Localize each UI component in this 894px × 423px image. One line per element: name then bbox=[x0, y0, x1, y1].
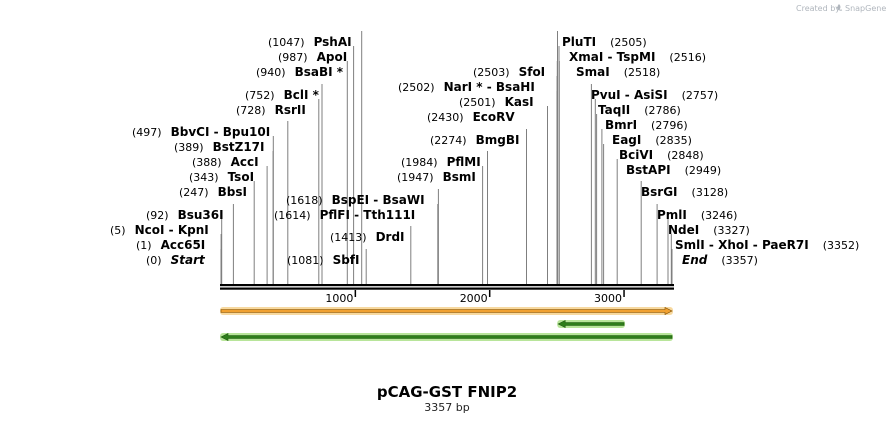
site-bmri[interactable]: BmrI (2796) bbox=[605, 118, 688, 132]
site-labels: (0) Start (1) Acc65I (5) NcoI - KpnI (92) Bs… bbox=[110, 35, 859, 267]
site-apoi[interactable]: (987) ApoI bbox=[278, 50, 347, 64]
site-lines bbox=[220, 31, 673, 284]
site-bbsi[interactable]: (247) BbsI bbox=[179, 185, 247, 199]
site-pmli[interactable]: PmlI (3246) bbox=[657, 208, 737, 222]
site-ecorv[interactable]: (2430) EcoRV bbox=[427, 110, 515, 124]
site-eagi[interactable]: EagI (2835) bbox=[612, 133, 692, 147]
site-smli-xhoi-paer7i[interactable]: SmlI - XhoI - PaeR7I (3352) bbox=[675, 238, 859, 252]
site-bsrgi[interactable]: BsrGI (3128) bbox=[641, 185, 728, 199]
ruler: 1000 2000 3000 bbox=[325, 290, 625, 305]
site-xmai-tspmi[interactable]: XmaI - TspMI (2516) bbox=[569, 50, 706, 64]
site-bmgbi[interactable]: (2274) BmgBI bbox=[430, 133, 519, 147]
snapgene-logo-icon bbox=[836, 4, 843, 11]
site-bcli[interactable]: (752) BclI * bbox=[245, 88, 320, 102]
site-bstapi[interactable]: BstAPI (2949) bbox=[626, 163, 721, 177]
backbone-bottom-line bbox=[220, 287, 674, 290]
site-acc65i[interactable]: (1) Acc65I bbox=[136, 238, 205, 252]
site-ndei[interactable]: NdeI (3327) bbox=[668, 223, 750, 237]
site-pflmi[interactable]: (1984) PflMI bbox=[401, 155, 481, 169]
site-bbvci-bpu10i[interactable]: (497) BbvCI - Bpu10I bbox=[132, 125, 270, 139]
site-end[interactable]: End (3357) bbox=[682, 253, 758, 267]
site-bsmi[interactable]: (1947) BsmI bbox=[397, 170, 476, 184]
map-title: pCAG-GST FNIP2 bbox=[377, 383, 517, 401]
map-length: 3357 bp bbox=[424, 401, 469, 414]
site-pshai[interactable]: (1047) PshAI bbox=[268, 35, 352, 49]
site-bsabi[interactable]: (940) BsaBI * bbox=[256, 65, 344, 79]
site-tsoi[interactable]: (343) TsoI bbox=[189, 170, 254, 184]
site-bcivi[interactable]: BciVI (2848) bbox=[619, 148, 704, 162]
site-acci[interactable]: (388) AccI bbox=[192, 155, 259, 169]
site-kasi[interactable]: (2501) KasI bbox=[459, 95, 534, 109]
created-by-text: Created by bbox=[796, 4, 840, 13]
site-taqii[interactable]: TaqII (2786) bbox=[598, 103, 681, 117]
feature-arrow[interactable] bbox=[220, 307, 673, 315]
site-smai[interactable]: SmaI (2518) bbox=[576, 65, 660, 79]
ruler-tick-label: 1000 bbox=[325, 292, 353, 305]
site-start[interactable]: (0) Start bbox=[146, 253, 206, 267]
site-sbfi[interactable]: (1081) SbfI bbox=[287, 253, 360, 267]
site-pvui-asisi[interactable]: PvuI - AsiSI (2757) bbox=[591, 88, 718, 102]
ruler-tick-label: 2000 bbox=[460, 292, 488, 305]
site-ncoi-kpni[interactable]: (5) NcoI - KpnI bbox=[110, 223, 209, 237]
site-bstz17i[interactable]: (389) BstZ17I bbox=[174, 140, 264, 154]
features bbox=[220, 307, 673, 341]
site-pluti[interactable]: PluTI (2505) bbox=[562, 35, 647, 49]
feature-arrow[interactable] bbox=[220, 333, 673, 341]
snapgene-brand: Created by SnapGene bbox=[796, 4, 886, 13]
site-nari-bsahi[interactable]: (2502) NarI * - BsaHI bbox=[398, 80, 535, 94]
site-drdi[interactable]: (1413) DrdI bbox=[330, 230, 405, 244]
backbone bbox=[220, 284, 674, 290]
site-rsrii[interactable]: (728) RsrII bbox=[236, 103, 306, 117]
ruler-tick-label: 3000 bbox=[594, 292, 622, 305]
feature-arrow[interactable] bbox=[557, 320, 626, 328]
site-bsu36i[interactable]: (92) Bsu36I bbox=[146, 208, 224, 222]
snapgene-name: SnapGene bbox=[845, 4, 886, 13]
site-bspei-bsawi[interactable]: (1618) BspEI - BsaWI bbox=[286, 193, 425, 207]
backbone-top-line bbox=[220, 284, 674, 287]
site-sfoi[interactable]: (2503) SfoI bbox=[473, 65, 545, 79]
site-pflfi-tth111i[interactable]: (1614) PflFI - Tth111I bbox=[274, 208, 415, 222]
